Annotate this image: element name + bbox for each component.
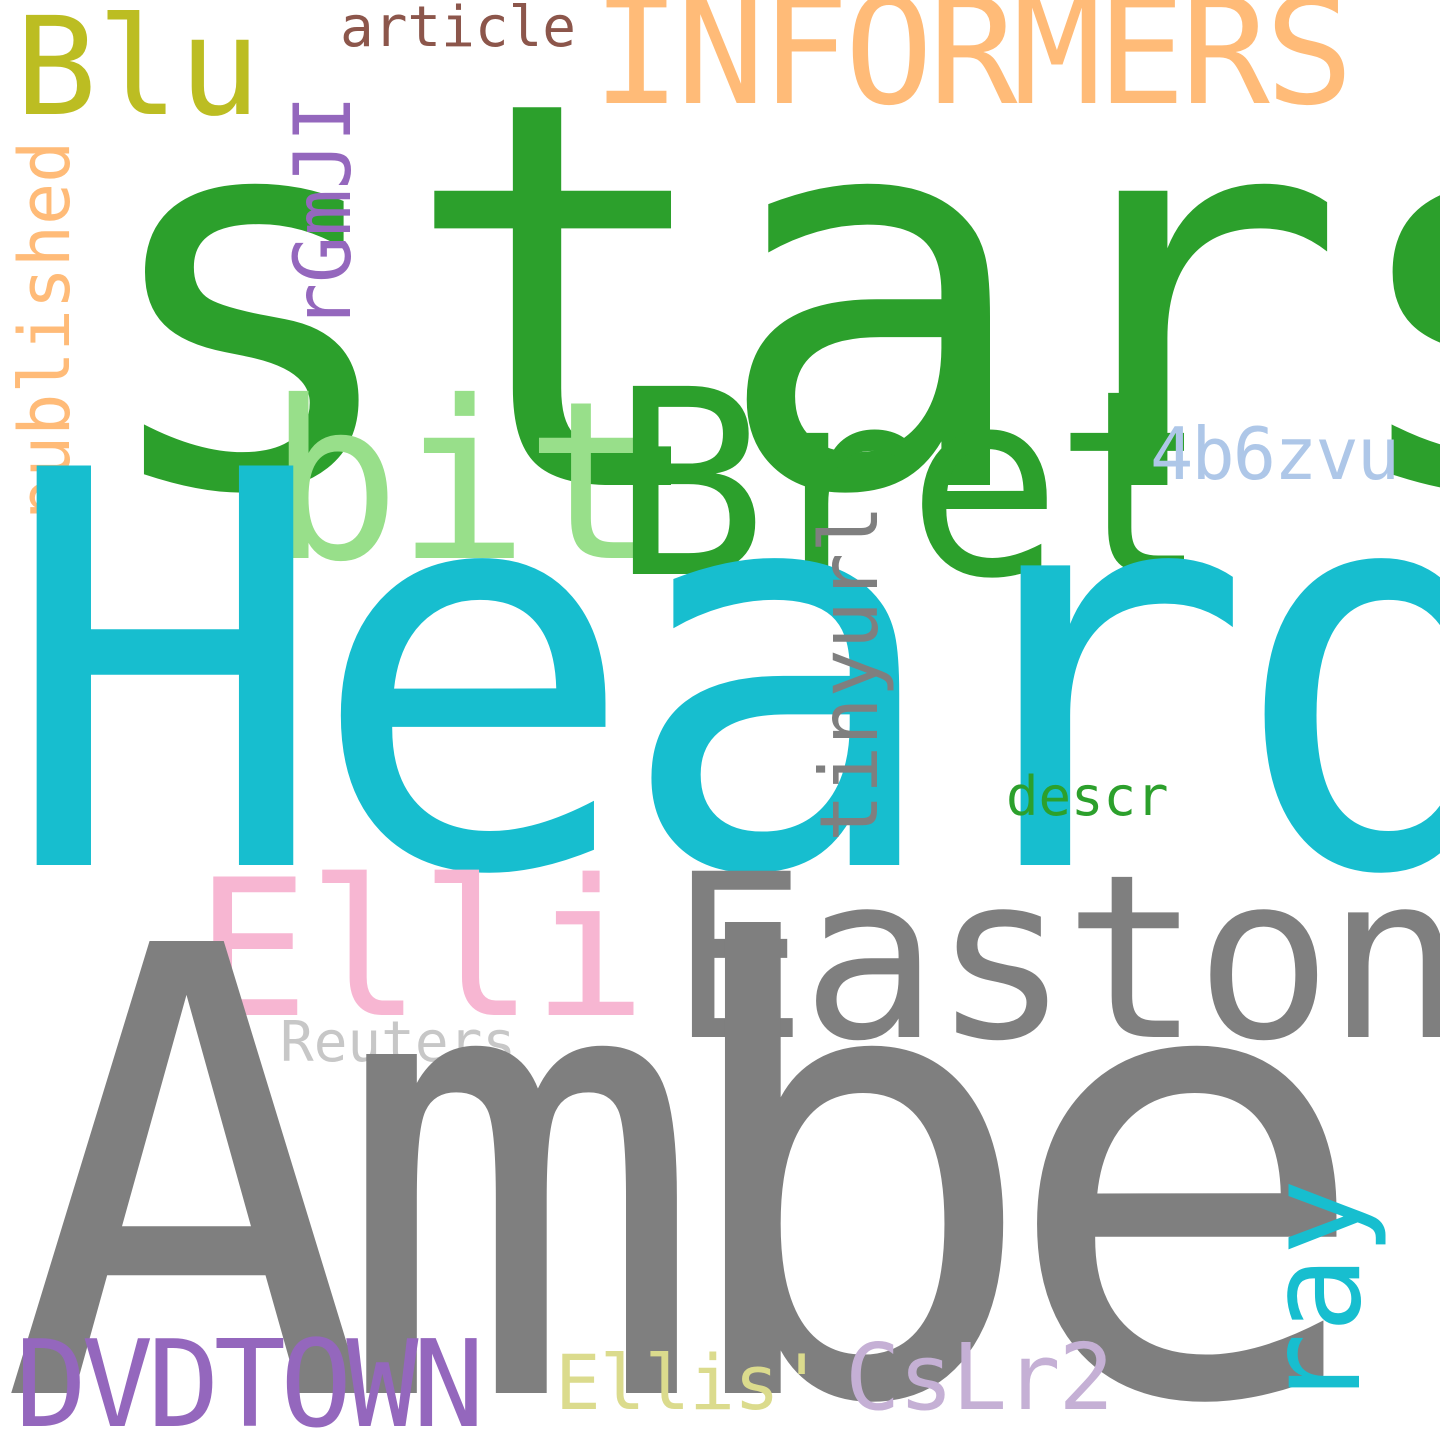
word-informers: INFORMERS xyxy=(592,0,1354,138)
word-article: article xyxy=(340,0,577,60)
word-cslr2: CsLr2 xyxy=(845,1324,1114,1431)
word-ellis: Ellis' xyxy=(555,1338,825,1427)
word-tinyurl: tinyurl xyxy=(803,504,896,842)
word-heard: Heard xyxy=(0,357,1440,995)
word-stars: stars xyxy=(88,0,1440,612)
word-descr: descr xyxy=(1006,765,1169,828)
word-bret: Bret xyxy=(612,335,1209,635)
word-dvdtown: DVDTOWN xyxy=(15,1316,485,1440)
word-easton: Easton xyxy=(670,825,1440,1091)
word-bit: bit xyxy=(268,354,657,610)
word-reuters: Reuters xyxy=(280,1010,517,1075)
word-elli: Elli xyxy=(195,839,647,1060)
word-rgmji: rGmJI xyxy=(279,95,369,330)
word-blu: Blu xyxy=(15,0,261,147)
word-4b6zvu: 4b6zvu xyxy=(1150,412,1400,496)
word-ray: ray xyxy=(1241,1178,1390,1410)
